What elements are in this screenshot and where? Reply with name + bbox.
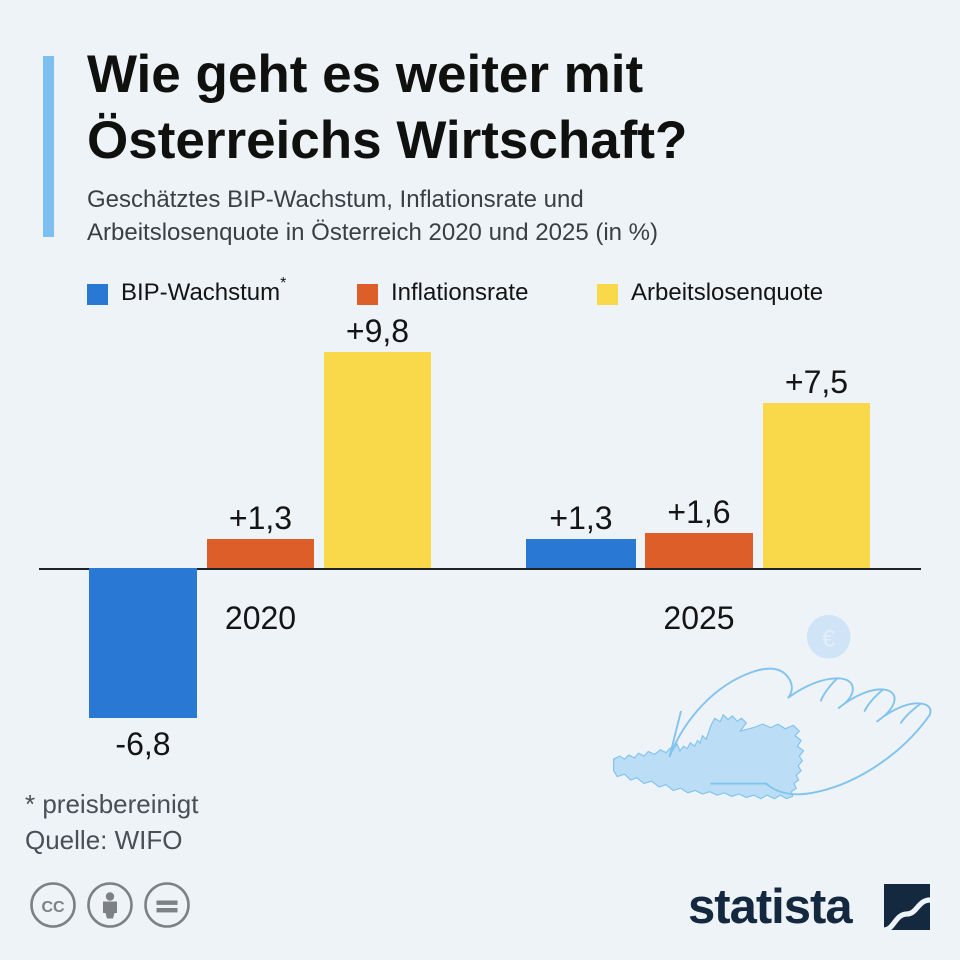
svg-text:CC: CC	[41, 899, 65, 916]
svg-text:€: €	[822, 626, 835, 653]
